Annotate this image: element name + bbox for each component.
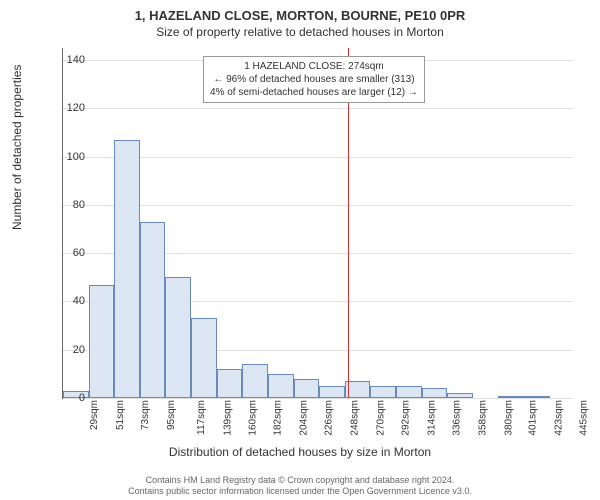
x-tick-label: 445sqm (579, 400, 590, 436)
histogram-bar (165, 277, 191, 398)
histogram-bar (370, 386, 396, 398)
footer-line1: Contains HM Land Registry data © Crown c… (0, 475, 600, 487)
footer-line2: Contains public sector information licen… (0, 486, 600, 498)
chart-plot-area: 1 HAZELAND CLOSE: 274sqm← 96% of detache… (62, 48, 573, 399)
y-tick-label: 0 (55, 392, 85, 404)
histogram-bar (268, 374, 294, 398)
histogram-bar (89, 285, 115, 398)
histogram-bar (217, 369, 243, 398)
x-tick-label: 29sqm (89, 400, 100, 430)
x-tick-label: 401sqm (528, 400, 539, 436)
chart-title-main: 1, HAZELAND CLOSE, MORTON, BOURNE, PE10 … (0, 0, 600, 23)
annotation-line2: ← 96% of detached houses are smaller (31… (210, 73, 418, 86)
x-tick-label: 336sqm (452, 400, 463, 436)
x-tick-label: 292sqm (401, 400, 412, 436)
x-tick-label: 51sqm (115, 400, 126, 430)
histogram-bar (191, 318, 217, 398)
x-tick-label: 139sqm (223, 400, 234, 436)
gridline (63, 108, 573, 109)
x-tick-label: 248sqm (350, 400, 361, 436)
x-tick-label: 182sqm (273, 400, 284, 436)
x-tick-label: 95sqm (166, 400, 177, 430)
footer-attribution: Contains HM Land Registry data © Crown c… (0, 475, 600, 498)
histogram-bar (447, 393, 473, 398)
histogram-bar (114, 140, 140, 398)
x-tick-label: 160sqm (247, 400, 258, 436)
y-tick-label: 100 (55, 151, 85, 163)
x-tick-label: 117sqm (196, 400, 207, 435)
x-ticks: 29sqm 51sqm 73sqm 95sqm 117sqm 139sqm 160sqm 18… (62, 400, 572, 442)
x-axis-label: Distribution of detached houses by size … (0, 445, 600, 459)
x-tick-label: 73sqm (140, 400, 151, 430)
annotation-box: 1 HAZELAND CLOSE: 274sqm← 96% of detache… (203, 56, 425, 103)
x-tick-label: 358sqm (478, 400, 489, 436)
x-tick-label: 270sqm (375, 400, 386, 436)
x-tick-label: 314sqm (426, 400, 437, 436)
y-axis-label: Number of detached properties (10, 65, 24, 230)
y-tick-label: 140 (55, 54, 85, 66)
histogram-bar (396, 386, 422, 398)
x-tick-label: 204sqm (298, 400, 309, 436)
y-tick-label: 60 (55, 247, 85, 259)
x-tick-label: 423sqm (553, 400, 564, 436)
y-tick-label: 20 (55, 344, 85, 356)
histogram-bar (294, 379, 320, 398)
annotation-line3: 4% of semi-detached houses are larger (1… (210, 86, 418, 99)
y-tick-label: 80 (55, 199, 85, 211)
histogram-bar (140, 222, 166, 398)
x-tick-label: 226sqm (324, 400, 335, 436)
histogram-bar (524, 396, 550, 398)
chart-title-sub: Size of property relative to detached ho… (0, 23, 600, 39)
histogram-bar (319, 386, 345, 398)
histogram-bar (498, 396, 524, 398)
x-tick-label: 380sqm (503, 400, 514, 436)
annotation-line1: 1 HAZELAND CLOSE: 274sqm (210, 60, 418, 73)
histogram-bar (422, 388, 448, 398)
gridline (63, 398, 573, 399)
y-tick-label: 40 (55, 295, 85, 307)
y-tick-label: 120 (55, 102, 85, 114)
histogram-bar (242, 364, 268, 398)
